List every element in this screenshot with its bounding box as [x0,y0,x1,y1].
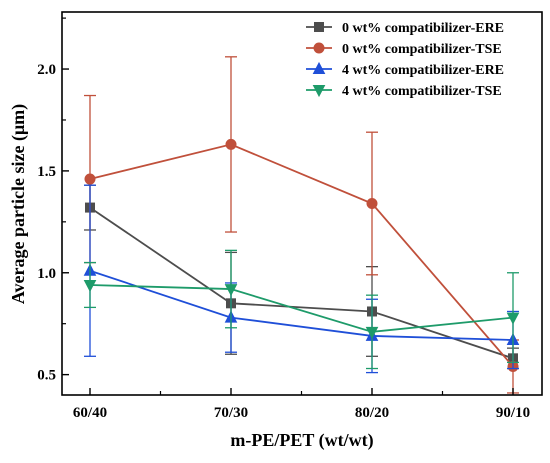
series-line [89,284,514,333]
series-line [89,206,514,360]
x-tick-label: 80/20 [355,405,389,421]
data-point-circle [84,173,96,185]
series-2 [83,184,520,374]
x-tick-label: 90/10 [496,405,530,421]
legend-label: 4 wt% compatibilizer-TSE [342,84,502,99]
data-point-triangle-down [224,284,238,297]
y-tick-label: 0.5 [37,368,56,384]
legend-item: 0 wt% compatibilizer-ERE [306,21,504,36]
data-point-circle [313,42,325,54]
series-line [89,143,514,368]
data-point-circle [225,138,237,150]
legend-item: 0 wt% compatibilizer-TSE [306,42,502,57]
data-point-triangle-down [365,326,379,339]
data-point-triangle-down [506,312,520,325]
x-tick-label: 70/30 [214,405,248,421]
legend-item: 4 wt% compatibilizer-ERE [306,61,504,78]
y-tick-label: 2.0 [37,62,56,78]
x-axis-title: m-PE/PET (wt/wt) [230,430,373,451]
data-point-circle [366,198,378,209]
legend-item: 4 wt% compatibilizer-TSE [306,84,502,99]
marks-layer [83,56,520,394]
series-1 [84,56,519,394]
series-3 [83,249,520,370]
y-tick-label: 1.5 [37,164,56,180]
axes-layer: 0.5 1.0 1.5 2.0 60/40 70/30 80/20 90/10 [37,17,530,421]
y-tick-label: 1.0 [37,266,56,282]
legend-label: 0 wt% compatibilizer-ERE [342,21,504,36]
x-tick-label: 60/40 [73,405,107,421]
data-point-triangle-down [83,279,97,293]
legend-label: 0 wt% compatibilizer-TSE [342,42,502,57]
legend: 0 wt% compatibilizer-ERE 0 wt% compatibil… [306,21,504,99]
y-axis-title: Average particle size (μm) [8,104,29,304]
data-point-square [314,22,324,32]
data-point-triangle-down [312,85,326,98]
data-point-triangle-up [312,61,326,74]
series-line [89,269,514,341]
legend-label: 4 wt% compatibilizer-ERE [342,63,504,78]
series-0 [84,184,519,370]
